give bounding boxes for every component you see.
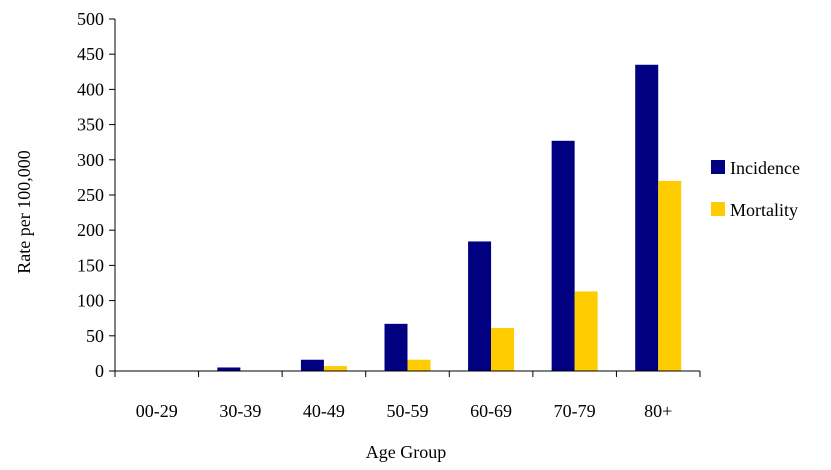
y-tick-label: 350 <box>77 115 104 135</box>
bar-mortality <box>407 359 431 371</box>
x-tick-label: 80+ <box>644 401 672 421</box>
legend-label-incidence: Incidence <box>730 158 800 178</box>
y-axis-ticks: 0 50 100 150 200 250 300 350 400 450 500 <box>77 9 115 381</box>
bar-mortality <box>574 291 598 371</box>
x-tick-label: 70-79 <box>554 401 596 421</box>
x-tick-label: 50-59 <box>387 401 429 421</box>
bar-mortality <box>658 180 682 371</box>
x-tick-label: 40-49 <box>303 401 345 421</box>
y-tick-label: 450 <box>77 44 104 64</box>
y-tick-label: 100 <box>77 291 104 311</box>
y-tick-label: 300 <box>77 150 104 170</box>
y-tick-label: 250 <box>77 185 104 205</box>
bar-mortality <box>323 366 347 371</box>
bar-incidence <box>217 367 241 371</box>
x-tick-label: 30-39 <box>219 401 261 421</box>
y-tick-label: 50 <box>86 326 104 346</box>
y-tick-label: 150 <box>77 255 104 275</box>
bar-incidence <box>384 323 408 371</box>
legend-swatch-incidence <box>711 160 725 174</box>
bar-mortality <box>491 328 515 371</box>
x-tick-label: 00-29 <box>136 401 178 421</box>
x-axis-label: Age Group <box>366 442 446 462</box>
bar-incidence <box>551 140 575 371</box>
bars <box>217 64 682 371</box>
y-tick-label: 0 <box>95 361 104 381</box>
bar-incidence <box>635 64 659 371</box>
legend-label-mortality: Mortality <box>730 200 798 220</box>
bar-incidence <box>468 241 492 371</box>
y-tick-label: 400 <box>77 79 104 99</box>
y-tick-label: 200 <box>77 220 104 240</box>
x-tick-label: 60-69 <box>470 401 512 421</box>
x-axis-ticks: 00-29 30-39 40-49 50-59 60-69 70-79 80+ <box>114 371 701 421</box>
legend-swatch-mortality <box>711 202 725 216</box>
y-axis-label: Rate per 100,000 <box>14 150 34 273</box>
legend: Incidence Mortality <box>711 158 800 220</box>
y-tick-label: 500 <box>77 9 104 29</box>
bar-incidence <box>300 359 324 371</box>
